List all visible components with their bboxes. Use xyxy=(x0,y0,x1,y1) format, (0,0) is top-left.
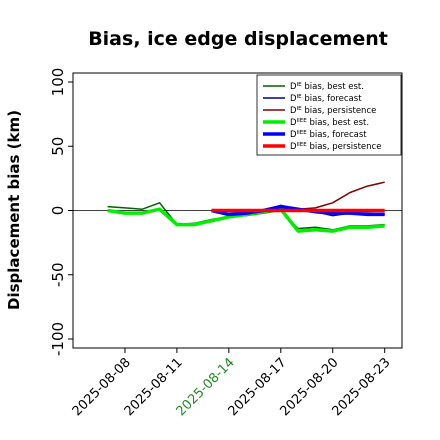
y-tick-label: 50 xyxy=(49,137,67,156)
axes-frame xyxy=(72,72,403,349)
chart-title: Bias, ice edge displacement xyxy=(88,28,388,50)
legend-label-4: DIIEE bias, best est. xyxy=(290,118,369,128)
y-tick-label: -50 xyxy=(49,263,67,288)
legend-label-3: DIE bias, persistence xyxy=(290,106,376,116)
series-lines xyxy=(107,181,385,233)
y-tick-label: -100 xyxy=(49,322,67,356)
y-tick-label: 0 xyxy=(49,206,67,216)
legend-label-1: DIE bias, best est. xyxy=(290,82,364,92)
legend-label-6: DIIEE bias, persistence xyxy=(290,142,381,152)
y-tick-label: 100 xyxy=(49,68,67,97)
legend: DIE bias, best est. DIE bias, forecast DIE… xyxy=(256,74,402,156)
series-line-3 xyxy=(211,181,385,212)
series-line-1 xyxy=(107,202,385,231)
legend-box xyxy=(256,74,402,156)
y-axis-label: Displacement bias (km) xyxy=(5,110,23,310)
legend-label-2: DIE bias, forecast xyxy=(290,94,362,104)
legend-label-5: DIIEE bias, forecast xyxy=(290,130,367,140)
